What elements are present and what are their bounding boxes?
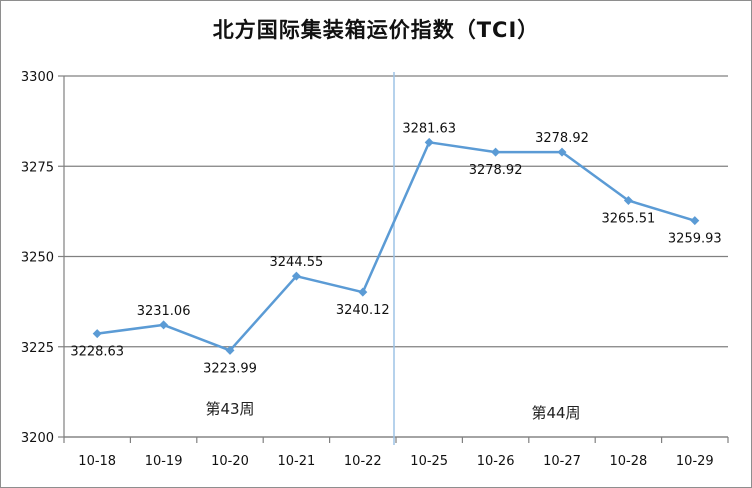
data-label: 3265.51 (602, 212, 656, 227)
data-label: 3231.06 (137, 304, 191, 319)
data-label: 3244.55 (270, 255, 324, 270)
y-tick-label: 3300 (21, 70, 54, 85)
x-tick-label: 10-27 (543, 454, 581, 469)
y-tick-label: 3200 (21, 431, 54, 446)
data-point (358, 287, 368, 297)
x-tick-label: 10-21 (278, 454, 316, 469)
data-label: 3278.92 (469, 163, 523, 178)
week-annotations: 第43周 第44周 (205, 400, 580, 422)
data-labels: 3228.63 3231.06 3223.99 3244.55 3240.12 3281.… (70, 121, 721, 376)
x-tick-label: 10-26 (477, 454, 515, 469)
x-tick-label: 10-18 (78, 454, 116, 469)
y-tick-label: 3225 (21, 341, 54, 356)
x-tick-label: 10-20 (211, 454, 249, 469)
data-point (424, 137, 434, 147)
grid-lines (58, 75, 728, 438)
data-point (623, 196, 633, 206)
y-tick-label: 3275 (21, 160, 54, 175)
data-label: 3281.63 (402, 121, 456, 136)
series-line (97, 141, 696, 352)
data-point (92, 329, 102, 339)
y-tick-label: 3250 (21, 251, 54, 266)
y-axis-ticks: 3200 3225 3250 3275 3300 (21, 70, 54, 446)
series-line-path (97, 141, 696, 352)
x-tick-label: 10-28 (610, 454, 648, 469)
data-label: 3240.12 (336, 303, 390, 318)
x-tick-label: 10-25 (410, 454, 448, 469)
data-point (225, 345, 235, 355)
week-44-label: 第44周 (531, 404, 580, 422)
x-tick-label: 10-22 (344, 454, 382, 469)
data-point (159, 320, 169, 330)
x-tick-label: 10-29 (676, 454, 714, 469)
data-point (491, 147, 501, 157)
data-label: 3278.92 (535, 131, 589, 146)
data-point (690, 216, 700, 226)
x-tick-label: 10-19 (145, 454, 183, 469)
data-label: 3223.99 (203, 361, 257, 376)
data-point (291, 271, 301, 281)
chart-title: 北方国际集装箱运价指数（TCI） (212, 18, 540, 42)
data-point (557, 147, 567, 157)
week-43-label: 第43周 (205, 400, 254, 418)
x-axis-ticks: 10-18 10-19 10-20 10-21 10-22 10-25 10-26 10-27… (63, 437, 729, 469)
data-label: 3228.63 (70, 345, 124, 360)
data-markers (92, 137, 700, 355)
data-label: 3259.93 (668, 232, 722, 247)
